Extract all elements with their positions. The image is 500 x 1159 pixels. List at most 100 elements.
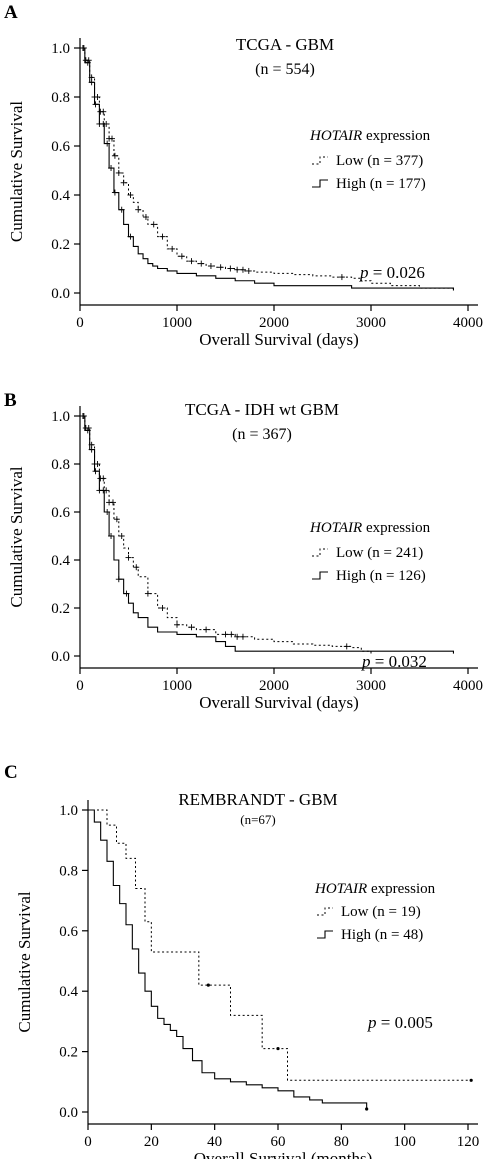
y-tick-label: 0.0 bbox=[51, 286, 70, 302]
chart-panel-b: B 0.0 0.2 0.4 0.6 0.8 1.0 0 1000 2000 3000 4000 Over… bbox=[4, 390, 483, 712]
censor-mark bbox=[276, 1046, 280, 1051]
panel-label: A bbox=[4, 2, 18, 23]
censor-mark bbox=[92, 468, 99, 475]
censor-mark bbox=[234, 633, 241, 640]
censor-mark bbox=[159, 233, 166, 240]
censor-mark bbox=[144, 590, 151, 597]
x-axis-label: Overall Survival (days) bbox=[199, 693, 359, 712]
censor-mark bbox=[115, 169, 122, 176]
x-tick-label: 2000 bbox=[259, 315, 289, 331]
censor-mark bbox=[142, 214, 149, 221]
censor-mark bbox=[222, 631, 229, 638]
censor-mark bbox=[343, 643, 350, 650]
x-tick-label: 3000 bbox=[356, 678, 386, 694]
p-value: p = 0.005 bbox=[367, 1013, 433, 1032]
censor-mark bbox=[227, 265, 234, 272]
p-value: p = 0.032 bbox=[361, 652, 427, 671]
y-axis-label: Cumulative Survival bbox=[7, 101, 26, 242]
y-tick-label: 0.6 bbox=[51, 505, 70, 521]
y-axis-label: Cumulative Survival bbox=[7, 466, 26, 607]
legend-title-gene: HOTAIR bbox=[309, 520, 362, 536]
x-tick-label: 3000 bbox=[356, 315, 386, 331]
censor-mark bbox=[245, 267, 252, 274]
chart-title: TCGA - GBM bbox=[236, 35, 334, 54]
legend-swatch-high bbox=[317, 930, 333, 939]
censor-mark bbox=[118, 206, 125, 213]
legend: HOTAIR expression Low (n = 19) High (n = 4… bbox=[314, 881, 436, 943]
legend-title-suffix: expression bbox=[362, 128, 430, 144]
censor-mark bbox=[150, 221, 157, 228]
legend-swatch-low bbox=[312, 548, 328, 557]
y-tick-label: 0.2 bbox=[51, 237, 70, 253]
legend-title-suffix: expression bbox=[362, 520, 430, 536]
censor-mark bbox=[118, 533, 125, 539]
censor-mark bbox=[109, 499, 116, 506]
censor-mark bbox=[84, 59, 91, 66]
x-tick-label: 0 bbox=[84, 1134, 92, 1150]
legend-entry: High (n = 177) bbox=[336, 176, 426, 192]
legend-swatch-high bbox=[312, 571, 328, 580]
x-tick-label: 4000 bbox=[453, 678, 483, 694]
p-value-number: = 0.032 bbox=[371, 652, 427, 671]
censor-mark bbox=[113, 516, 120, 523]
chart-panel-c: C 0.0 0.2 0.4 0.6 0.8 1.0 0 20 40 60 80 100 120 Overal… bbox=[4, 762, 479, 1159]
x-tick-label: 60 bbox=[271, 1134, 286, 1150]
legend-entry: High (n = 126) bbox=[336, 568, 426, 584]
y-tick-label: 1.0 bbox=[51, 409, 70, 425]
x-tick-label: 0 bbox=[76, 678, 84, 694]
censor-mark bbox=[188, 258, 195, 265]
legend-entry: Low (n = 19) bbox=[341, 904, 421, 920]
censor-mark bbox=[80, 45, 87, 51]
x-tick-label: 80 bbox=[334, 1134, 349, 1150]
survival-curve-low bbox=[88, 809, 472, 1081]
censor-mark bbox=[127, 233, 134, 240]
survival-curve-high bbox=[88, 809, 368, 1109]
chart-panel-a: A 0.0 0.2 0.4 0.6 0.8 1.0 0 1000 2000 3000 4000 Over… bbox=[4, 2, 483, 349]
censor-mark bbox=[239, 266, 246, 273]
censor-mark bbox=[207, 263, 214, 270]
legend-title-gene: HOTAIR bbox=[314, 881, 367, 897]
censor-mark bbox=[188, 624, 195, 631]
p-value: p = 0.026 bbox=[359, 263, 425, 282]
legend: HOTAIR expression Low (n = 241) High (n = … bbox=[309, 520, 431, 584]
chart-subtitle: (n = 554) bbox=[255, 61, 315, 78]
censor-mark bbox=[111, 189, 118, 196]
survival-curve-low bbox=[80, 415, 372, 654]
y-tick-label: 1.0 bbox=[59, 803, 78, 819]
censor-mark bbox=[234, 266, 241, 273]
legend: HOTAIR expression Low (n = 377) High (n = … bbox=[309, 128, 431, 192]
x-tick-label: 100 bbox=[393, 1134, 416, 1150]
legend-swatch-low bbox=[317, 907, 333, 916]
censor-mark bbox=[178, 253, 185, 260]
censor-mark bbox=[104, 140, 111, 147]
y-tick-label: 0.0 bbox=[51, 649, 70, 665]
chart-subtitle: (n = 367) bbox=[232, 426, 292, 443]
legend-title-suffix: expression bbox=[367, 881, 435, 897]
y-tick-label: 0.0 bbox=[59, 1105, 78, 1121]
censor-mark bbox=[94, 94, 101, 100]
censor-mark bbox=[100, 487, 107, 494]
x-axis-label: Overall Survival (days) bbox=[199, 330, 359, 349]
legend-title: HOTAIR expression bbox=[309, 128, 431, 144]
chart-subtitle: (n=67) bbox=[240, 812, 276, 827]
legend-title: HOTAIR expression bbox=[309, 520, 431, 536]
y-tick-label: 0.8 bbox=[51, 90, 70, 106]
censor-mark bbox=[80, 413, 87, 419]
x-tick-label: 120 bbox=[457, 1134, 480, 1150]
legend-entry: Low (n = 241) bbox=[336, 545, 423, 561]
y-tick-label: 0.8 bbox=[59, 863, 78, 879]
panel-label: B bbox=[4, 390, 17, 411]
y-tick-label: 0.6 bbox=[51, 139, 70, 155]
p-value-symbol: p bbox=[359, 263, 369, 282]
chart-title: TCGA - IDH wt GBM bbox=[185, 400, 339, 419]
x-tick-label: 4000 bbox=[453, 315, 483, 331]
panel-label: C bbox=[4, 762, 18, 783]
legend-swatch-low bbox=[312, 156, 328, 165]
censor-mark bbox=[94, 461, 101, 467]
survival-curve-low bbox=[80, 47, 454, 291]
censor-mark bbox=[135, 206, 142, 213]
censor-mark bbox=[84, 427, 91, 434]
x-tick-label: 0 bbox=[76, 315, 84, 331]
censor-mark bbox=[108, 165, 115, 172]
